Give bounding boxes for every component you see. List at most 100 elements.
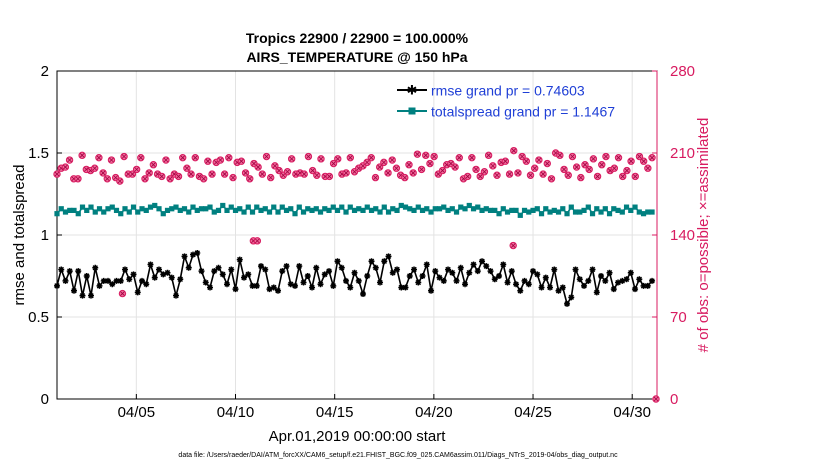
totalspread-point (113, 207, 120, 213)
obs-count-point (229, 173, 237, 182)
obs-count-point (237, 157, 246, 165)
totalspread-point (564, 211, 570, 217)
totalspread-point (449, 206, 455, 212)
totalspread-point (547, 209, 553, 215)
obs-count-point (505, 170, 514, 178)
totalspread-point (398, 202, 404, 209)
rmse-point (466, 269, 473, 276)
totalspread-point (232, 207, 239, 213)
rmse-point (236, 256, 243, 263)
totalspread-point (139, 206, 145, 212)
totalspread-point (385, 209, 392, 215)
rmse-point (402, 284, 409, 291)
obs-count-point (652, 395, 660, 403)
rmse-point (207, 284, 214, 291)
totalspread-series (54, 202, 655, 218)
totalspread-point (279, 204, 285, 210)
rmse-point (88, 292, 95, 299)
rmse-point (538, 284, 545, 291)
obs-count-point (417, 165, 426, 174)
obs-count-point (258, 170, 267, 178)
totalspread-point (640, 211, 647, 217)
rmse-point (411, 266, 418, 273)
obs-count-point (128, 170, 137, 178)
totalspread-point (339, 204, 345, 210)
obs-count-point (103, 175, 111, 183)
totalspread-point (534, 206, 540, 212)
obs-count-point (631, 172, 639, 181)
obs-count-point (610, 164, 619, 172)
totalspread-point (190, 204, 196, 210)
obs-count-point (149, 161, 158, 169)
obs-count-point (535, 156, 543, 164)
obs-count-point (518, 152, 526, 161)
rmse-point (113, 277, 120, 284)
obs-count-point (409, 169, 417, 177)
obs-count-point (526, 171, 535, 179)
right-tick-label: 70 (670, 309, 687, 326)
rmse-point (389, 269, 396, 276)
obs-count-point (405, 161, 413, 169)
rmse-point (491, 276, 498, 283)
totalspread-point (300, 209, 307, 215)
rmse-point (173, 292, 180, 299)
obs-count-point (253, 237, 262, 245)
obs-count-point (627, 157, 635, 165)
rmse-point (428, 287, 435, 294)
obs-count-point (145, 169, 153, 177)
obs-count-point (644, 164, 652, 172)
obs-count-point (476, 172, 484, 181)
totalspread-point (254, 204, 260, 210)
rmse-point (500, 261, 507, 268)
totalspread-point (483, 206, 489, 212)
obs-count-point (183, 164, 191, 172)
rmse-point (147, 261, 154, 268)
obs-count-point (493, 171, 501, 179)
totalspread-point (568, 204, 574, 210)
totalspread-point (632, 204, 638, 210)
totalspread-point (402, 204, 409, 210)
obs-count-point (74, 175, 82, 183)
obs-count-point (509, 241, 517, 250)
rmse-point (636, 276, 643, 283)
obs-count-point (313, 171, 321, 179)
obs-count-point (568, 152, 577, 161)
totalspread-point (636, 209, 642, 215)
totalspread-point (317, 209, 324, 215)
obs-count-point (174, 172, 183, 181)
obs-count-point (472, 165, 480, 174)
left-tick-label: 1.5 (28, 145, 49, 162)
rmse-point (105, 277, 112, 284)
rmse-point (394, 266, 401, 273)
totalspread-point (441, 204, 447, 210)
obs-count-point (438, 166, 447, 175)
obs-count-point (300, 170, 308, 178)
rmse-point (640, 282, 647, 289)
obs-count-point (602, 152, 610, 161)
totalspread-point (211, 209, 217, 215)
rmse-point (530, 268, 537, 275)
rmse-point (423, 261, 430, 268)
rmse-point (419, 273, 426, 279)
totalspread-point (224, 207, 230, 213)
totalspread-point (458, 204, 464, 210)
totalspread-point (628, 207, 634, 213)
totalspread-point (305, 206, 311, 212)
obs-count-point (61, 163, 70, 171)
totalspread-point (109, 204, 115, 210)
totalspread-point (343, 209, 349, 215)
rmse-point (585, 277, 592, 284)
obs-count-point (262, 152, 271, 161)
totalspread-point (271, 204, 277, 210)
rmse-point (117, 277, 124, 284)
totalspread-point (623, 204, 630, 210)
obs-count-point (401, 173, 409, 182)
totalspread-point (517, 212, 523, 218)
rmse-point (449, 269, 456, 276)
totalspread-point (419, 207, 426, 213)
rmse-point (479, 258, 486, 265)
obs-count-point (384, 169, 392, 177)
legend-spread-marker (408, 107, 416, 115)
rmse-point (181, 253, 188, 260)
rmse-point (593, 289, 600, 296)
